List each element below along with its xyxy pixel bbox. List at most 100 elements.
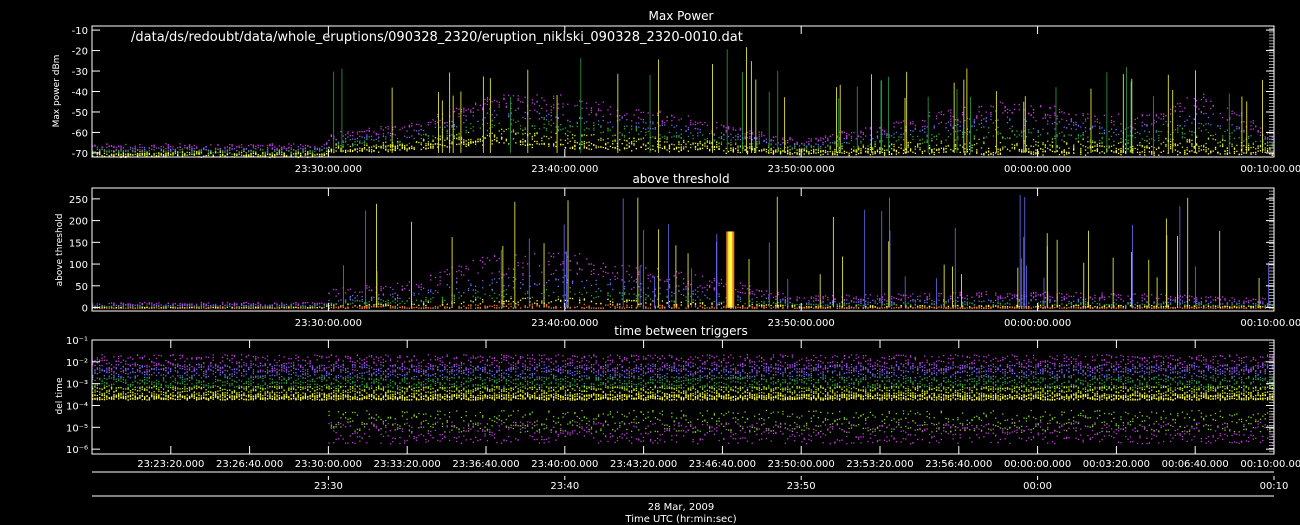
data-point bbox=[1255, 140, 1257, 143]
data-point bbox=[770, 139, 772, 141]
data-point bbox=[1266, 138, 1269, 140]
data-point bbox=[531, 135, 534, 138]
data-point bbox=[701, 134, 704, 136]
data-point bbox=[486, 122, 489, 125]
data-point bbox=[297, 307, 299, 309]
data-point bbox=[120, 305, 122, 307]
data-point bbox=[973, 119, 976, 121]
data-point bbox=[1266, 144, 1269, 147]
data-point bbox=[586, 142, 588, 144]
data-point bbox=[730, 141, 732, 144]
data-point bbox=[222, 303, 224, 305]
data-point bbox=[321, 153, 323, 155]
data-point bbox=[798, 153, 801, 156]
data-point bbox=[874, 140, 876, 143]
data-point bbox=[1210, 152, 1212, 154]
data-point bbox=[798, 148, 801, 150]
data-point bbox=[1065, 120, 1068, 122]
data-point bbox=[848, 152, 850, 154]
data-point bbox=[628, 306, 630, 309]
data-point bbox=[1032, 138, 1035, 141]
data-point bbox=[491, 288, 493, 291]
data-point bbox=[406, 136, 408, 139]
data-point bbox=[545, 288, 548, 291]
data-point bbox=[555, 278, 557, 280]
data-point bbox=[524, 96, 526, 98]
data-point bbox=[94, 306, 96, 308]
data-point bbox=[1191, 134, 1193, 136]
data-point bbox=[214, 148, 217, 150]
data-point bbox=[113, 303, 115, 306]
data-point bbox=[302, 151, 304, 153]
data-point bbox=[635, 125, 638, 127]
data-point bbox=[787, 142, 789, 144]
data-point bbox=[1065, 127, 1068, 129]
data-point bbox=[392, 307, 394, 309]
data-point bbox=[638, 109, 640, 111]
data-point bbox=[640, 138, 642, 140]
data-point bbox=[659, 138, 661, 140]
data-point bbox=[619, 119, 621, 121]
data-point bbox=[1087, 140, 1089, 143]
data-point bbox=[536, 302, 538, 305]
y-tick-label: -30 bbox=[72, 67, 88, 78]
data-point bbox=[1115, 149, 1117, 152]
data-point bbox=[125, 307, 127, 309]
data-point bbox=[661, 136, 664, 138]
data-point bbox=[1207, 137, 1210, 139]
data-point bbox=[389, 139, 392, 141]
data-point bbox=[656, 146, 659, 148]
data-point bbox=[581, 107, 583, 110]
data-point bbox=[396, 142, 399, 144]
data-point bbox=[486, 134, 489, 137]
data-point bbox=[1094, 142, 1096, 144]
data-point bbox=[723, 150, 725, 152]
data-point bbox=[207, 151, 210, 153]
data-point bbox=[366, 304, 368, 307]
data-point bbox=[522, 138, 524, 140]
data-point bbox=[642, 144, 645, 146]
data-point bbox=[619, 306, 621, 308]
data-point bbox=[961, 111, 964, 114]
data-point bbox=[460, 294, 463, 297]
data-point bbox=[1021, 135, 1023, 137]
data-point bbox=[368, 286, 370, 288]
data-point bbox=[347, 143, 349, 146]
data-point bbox=[1195, 100, 1198, 102]
data-point bbox=[456, 126, 458, 128]
data-point bbox=[846, 136, 848, 138]
data-point bbox=[560, 139, 562, 141]
data-point bbox=[243, 305, 245, 307]
data-point bbox=[671, 120, 673, 122]
data-point bbox=[200, 306, 203, 308]
data-point bbox=[425, 144, 427, 147]
data-point bbox=[361, 131, 363, 133]
data-point bbox=[422, 146, 425, 149]
data-point bbox=[607, 128, 609, 130]
data-point bbox=[354, 300, 356, 302]
data-point bbox=[333, 304, 335, 306]
data-point bbox=[796, 152, 798, 154]
data-point bbox=[621, 307, 623, 309]
data-point bbox=[486, 305, 489, 308]
data-point bbox=[978, 123, 980, 125]
data-point bbox=[404, 307, 406, 309]
data-point bbox=[356, 131, 359, 133]
data-point bbox=[177, 154, 179, 157]
data-point bbox=[907, 141, 909, 144]
data-point bbox=[777, 150, 779, 152]
data-point bbox=[144, 151, 146, 153]
data-point bbox=[869, 139, 872, 141]
data-point bbox=[118, 307, 120, 309]
data-point bbox=[1191, 145, 1193, 147]
data-point bbox=[408, 142, 411, 145]
data-point bbox=[602, 101, 604, 103]
data-point bbox=[560, 299, 562, 301]
data-point bbox=[957, 119, 959, 122]
data-point bbox=[943, 151, 945, 153]
data-point bbox=[1146, 145, 1148, 147]
data-point bbox=[160, 146, 162, 148]
data-point bbox=[668, 146, 671, 148]
data-point bbox=[578, 100, 581, 102]
data-point bbox=[141, 149, 143, 151]
